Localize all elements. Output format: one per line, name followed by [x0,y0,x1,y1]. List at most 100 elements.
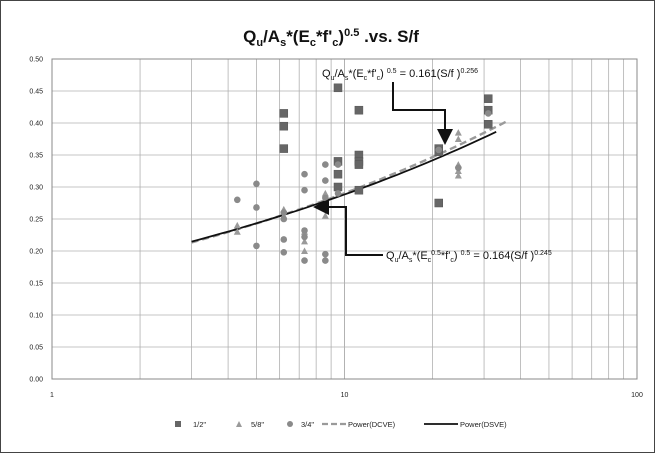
y-tick-label: 0.10 [29,313,43,320]
ann-part: 0.5 [431,250,441,257]
ann-part: *f' [367,68,376,80]
chart-title: Qu/As*(Ec*f'c)0.5 .vs. S/f [243,27,419,49]
ann-part: c [428,257,432,264]
arrow-dcve [392,82,453,145]
point-triangle [454,171,462,179]
legend-swatch-1-2 [175,421,181,427]
point-circle [301,227,308,234]
point-circle [334,190,342,197]
point-circle [253,242,260,250]
ann-part: s [409,257,413,264]
ann-part: *(E [348,68,363,80]
y-tick-label: 0.05 [29,345,43,352]
point-circle [253,180,260,188]
title-part: *f' [316,27,332,46]
grid [51,58,638,380]
legend: 1/2" 5/8" 3/4" Power(DCVE) Power(DSVE) [175,420,507,429]
y-tick-label: 0.30 [29,185,43,192]
ann-part: c [377,75,381,82]
x-axis-ticks: 1 10 100 [50,392,643,399]
point-triangle [454,129,462,136]
legend-swatch-5-8 [236,421,242,427]
title-part: s [280,37,286,49]
ann-part: c [364,75,368,82]
annotation-dsve: Qu/As*(Ec0.5*f'c) 0.5 = 0.164(S/f )0.245 [386,250,552,264]
point-triangle [233,221,241,229]
point-square [279,109,289,118]
y-tick-label: 0.20 [29,249,43,256]
ann-part: c [450,257,454,264]
legend-label-3-4: 3/4" [301,420,314,429]
fit-lines [191,120,508,244]
ann-part: /A [398,250,409,262]
point-circle [322,257,329,264]
arrow-dsve [313,199,383,256]
title-part: ) [338,27,344,46]
point-circle [301,186,308,194]
point-circle [280,236,288,243]
x-tick-label: 1 [50,392,54,399]
point-circle [280,215,288,223]
title-part: c [332,37,338,49]
point-circle [301,233,308,241]
y-tick-label: 0.25 [29,217,43,224]
point-circle [455,164,462,172]
ann-part: 0.5 [461,250,471,257]
point-circle [301,170,308,178]
point-triangle [233,228,241,235]
legend-label-5-8: 5/8" [251,420,264,429]
y-tick-label: 0.15 [29,281,43,288]
point-square [333,169,343,179]
title-part: Q [243,27,256,46]
title-part: c [310,37,316,49]
ann-part: *(E [412,250,427,262]
point-square [354,160,364,169]
point-triangle [321,212,329,219]
title-part: /A [263,27,280,46]
legend-label-1-2: 1/2" [193,420,206,429]
ann-part: ) [380,68,387,80]
point-triangle [321,189,329,197]
point-circle [253,204,260,211]
title-part: .vs. S/f [359,27,419,46]
point-circle [484,110,492,117]
annotation-dcve: Qu/As*(Ec*f'c) 0.5 = 0.161(S/f )0.256 [322,68,478,82]
point-square [354,105,364,115]
point-triangle [301,237,309,245]
y-tick-label: 0.00 [29,377,43,384]
title-part: *(E [286,27,310,46]
ann-part: ) [454,250,461,262]
plot-area-border [51,58,638,380]
point-triangle [321,202,329,210]
point-square [279,144,289,153]
title-part: 0.5 [344,27,359,39]
legend-swatch-3-4 [287,421,293,427]
fit-line-powerdsve [191,130,497,243]
point-circle [322,177,329,184]
y-tick-label: 0.40 [29,121,43,128]
ann-part: 0.256 [460,68,478,75]
point-circle [233,196,241,204]
y-tick-label: 0.35 [29,153,43,160]
legend-label-dcve: Power(DCVE) [348,420,396,429]
point-triangle [454,135,462,142]
point-square [434,198,443,208]
point-circle [301,257,308,264]
legend-label-dsve: Power(DSVE) [460,420,507,429]
ann-part: = 0.164(S/f ) [470,250,534,262]
ann-part: 0.5 [387,68,397,75]
point-circle [280,248,288,256]
point-square [279,121,289,131]
ann-part: s [345,75,349,82]
ann-part: 0.245 [534,250,552,257]
point-circle [435,146,443,154]
y-tick-label: 0.45 [29,89,43,96]
point-circle [322,161,329,168]
ann-part: Q [322,68,331,80]
point-triangle [301,247,309,254]
x-tick-label: 10 [341,392,349,399]
point-circle [322,194,329,202]
point-square [333,83,343,93]
